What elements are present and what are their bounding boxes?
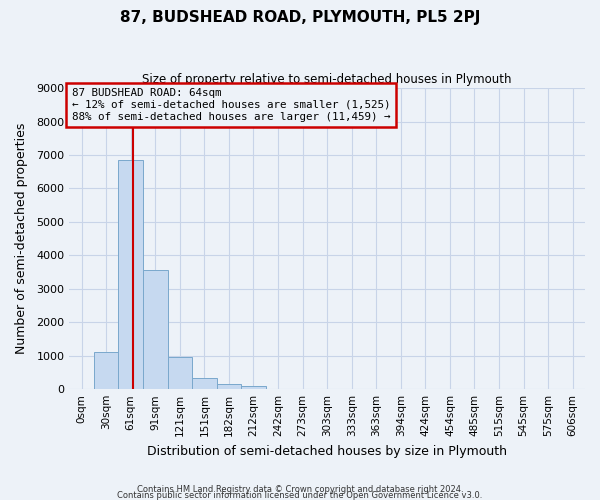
Bar bbox=[192, 378, 217, 389]
Text: Contains public sector information licensed under the Open Government Licence v3: Contains public sector information licen… bbox=[118, 490, 482, 500]
X-axis label: Distribution of semi-detached houses by size in Plymouth: Distribution of semi-detached houses by … bbox=[147, 444, 507, 458]
Text: Contains HM Land Registry data © Crown copyright and database right 2024.: Contains HM Land Registry data © Crown c… bbox=[137, 484, 463, 494]
Bar bbox=[94, 352, 118, 389]
Bar bbox=[118, 160, 143, 389]
Bar bbox=[241, 386, 266, 389]
Text: 87, BUDSHEAD ROAD, PLYMOUTH, PL5 2PJ: 87, BUDSHEAD ROAD, PLYMOUTH, PL5 2PJ bbox=[120, 10, 480, 25]
Bar bbox=[217, 384, 241, 389]
Bar bbox=[143, 270, 167, 389]
Bar bbox=[167, 356, 192, 389]
Y-axis label: Number of semi-detached properties: Number of semi-detached properties bbox=[15, 123, 28, 354]
Text: 87 BUDSHEAD ROAD: 64sqm
← 12% of semi-detached houses are smaller (1,525)
88% of: 87 BUDSHEAD ROAD: 64sqm ← 12% of semi-de… bbox=[72, 88, 391, 122]
Title: Size of property relative to semi-detached houses in Plymouth: Size of property relative to semi-detach… bbox=[142, 72, 512, 86]
